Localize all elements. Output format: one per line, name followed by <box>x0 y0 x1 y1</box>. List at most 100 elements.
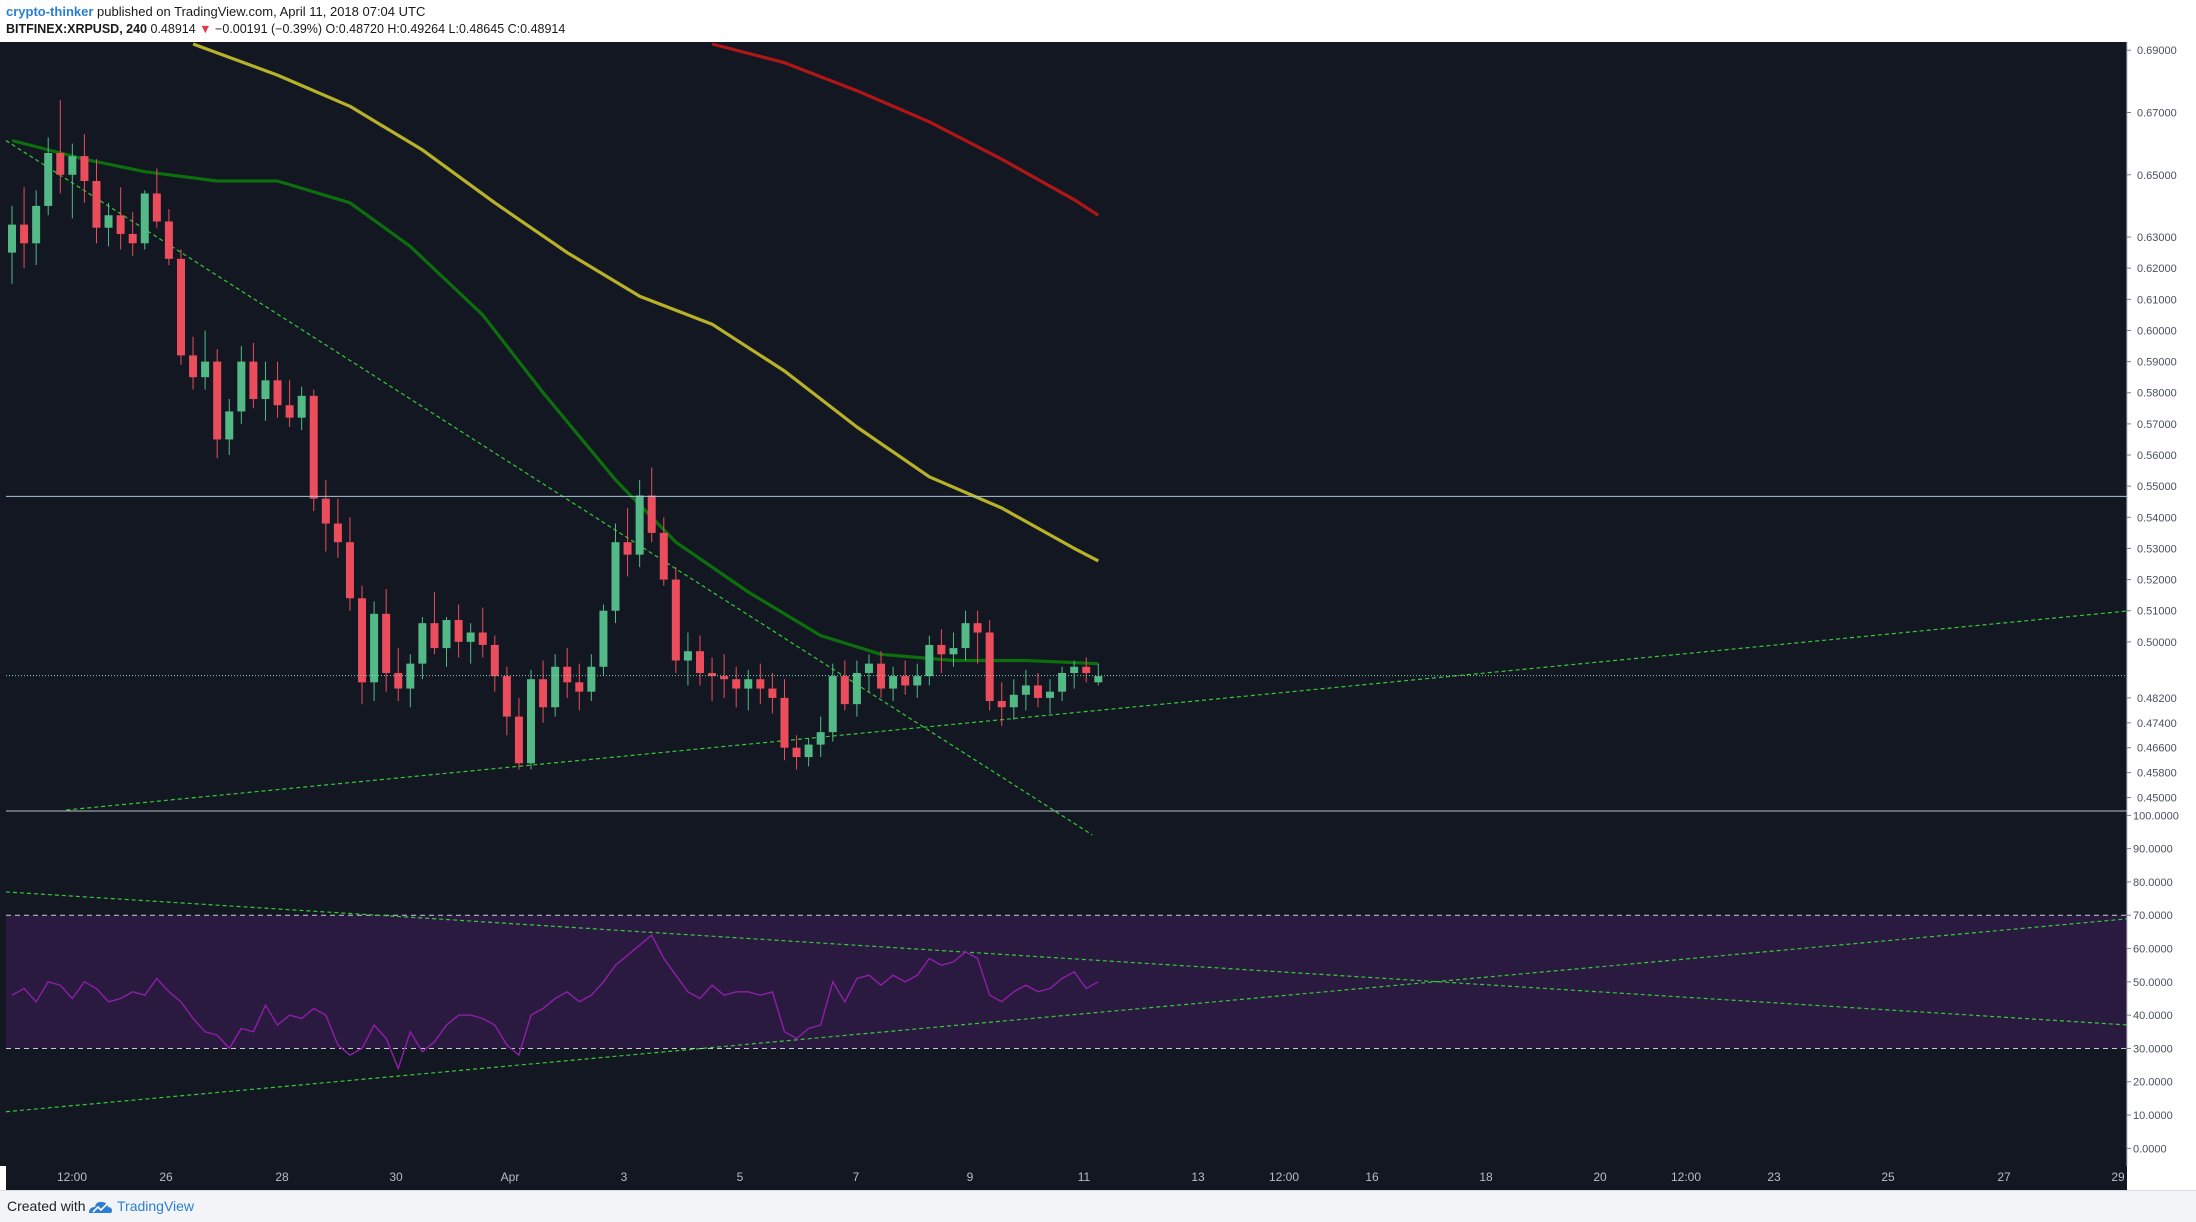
candle-51 <box>623 507 632 577</box>
time-tick-label-7: 7 <box>853 1170 860 1184</box>
candle-72 <box>877 651 886 698</box>
price-chart[interactable]: 0.546730.4891455:27 0.690000.670000.6500… <box>0 42 2196 1190</box>
candle-body-65 <box>792 747 801 758</box>
rsi-band-layer <box>6 914 2127 1049</box>
candle-34 <box>418 616 427 680</box>
price-tick-label-17: 0.48200 <box>2137 693 2177 705</box>
rsi-tick-label-1: 90.0000 <box>2133 844 2173 856</box>
time-tick-label-11: 12:00 <box>1269 1170 1299 1184</box>
candle-body-49 <box>599 610 608 667</box>
candle-90 <box>1094 663 1103 686</box>
candle-66 <box>804 738 813 767</box>
created-with-label: Created with <box>7 1198 86 1214</box>
candle-body-68 <box>828 676 837 733</box>
candle-body-69 <box>840 676 849 705</box>
candle-49 <box>599 604 608 677</box>
candle-47 <box>575 663 584 711</box>
candle-55 <box>671 567 680 673</box>
tradingview-link[interactable]: TradingView <box>117 1198 195 1214</box>
rsi-indicator <box>11 934 1099 1071</box>
candle-body-61 <box>744 679 753 689</box>
price-tick-label-3: 0.63000 <box>2137 232 2177 244</box>
candle-body-9 <box>116 215 125 234</box>
candle-body-53 <box>647 495 656 533</box>
candle-body-75 <box>913 676 922 686</box>
candle-57 <box>695 635 704 686</box>
price-tick-label-16: 0.50000 <box>2137 637 2177 649</box>
candle-33 <box>406 654 415 708</box>
candle-5 <box>68 143 77 219</box>
rsi-tick-label-3: 70.0000 <box>2133 910 2173 922</box>
candle-body-80 <box>973 623 982 633</box>
candle-body-27 <box>333 523 342 543</box>
candle-body-74 <box>901 676 910 686</box>
candle-body-16 <box>201 361 210 378</box>
publish-info: published on TradingView.com, April 11, … <box>93 4 426 19</box>
rsi-tick-label-8: 20.0000 <box>2133 1077 2173 1089</box>
candle-25 <box>309 389 318 512</box>
candle-41 <box>502 666 511 736</box>
tradingview-logo-icon <box>89 1201 112 1213</box>
rsi-tick-label-6: 40.0000 <box>2133 1010 2173 1022</box>
candle-30 <box>370 601 379 702</box>
candle-63 <box>768 672 777 714</box>
trendline-upper-price <box>5 140 1093 836</box>
rsi-tick-label-2: 80.0000 <box>2133 877 2173 889</box>
time-tick-label-8: 9 <box>967 1170 974 1184</box>
candle-body-12 <box>152 193 161 222</box>
rsi-tick-label-9: 10.0000 <box>2133 1110 2173 1122</box>
ma-mid-line <box>192 42 1100 563</box>
time-tick-label-2: 28 <box>275 1170 289 1184</box>
candle-32 <box>394 648 403 702</box>
time-tick-label-18: 27 <box>1997 1170 2011 1184</box>
candle-body-26 <box>321 498 330 524</box>
candle-body-29 <box>358 598 367 683</box>
candle-body-59 <box>720 676 729 680</box>
candle-body-58 <box>708 672 717 677</box>
footer: Created with TradingView <box>0 1190 2196 1222</box>
candle-body-17 <box>213 361 222 440</box>
candle-body-10 <box>128 233 137 244</box>
candle-body-25 <box>309 395 318 499</box>
candle-82 <box>997 682 1006 726</box>
candle-body-67 <box>816 732 825 745</box>
price-tick-label-2: 0.65000 <box>2137 170 2177 182</box>
candle-body-21 <box>261 380 270 399</box>
candle-62 <box>756 663 765 705</box>
candle-18 <box>225 398 234 456</box>
candle-body-90 <box>1094 676 1103 683</box>
candle-81 <box>985 620 994 711</box>
time-tick-label-6: 5 <box>737 1170 744 1184</box>
candle-body-33 <box>406 663 415 689</box>
change-arrow-icon: ▼ <box>199 22 212 36</box>
price-tick-label-11: 0.55000 <box>2137 481 2177 493</box>
candle-body-56 <box>683 651 692 661</box>
price-tick-label-10: 0.56000 <box>2137 450 2177 462</box>
ma-fast-line <box>11 138 1099 666</box>
price-tick-label-13: 0.53000 <box>2137 543 2177 555</box>
price-tick-label-20: 0.45800 <box>2137 768 2177 780</box>
candle-17 <box>213 349 222 459</box>
candle-body-55 <box>671 579 680 661</box>
candle-body-76 <box>925 644 934 677</box>
candle-body-41 <box>502 676 511 717</box>
trendline-rsi-lower <box>5 917 2131 1113</box>
rsi-band <box>6 915 2127 1049</box>
candle-body-79 <box>961 623 970 649</box>
candle-body-64 <box>780 697 789 748</box>
candle-body-22 <box>273 380 282 406</box>
time-tick-label-12: 16 <box>1365 1170 1379 1184</box>
candle-body-28 <box>345 542 354 599</box>
candle-body-81 <box>985 632 994 702</box>
candle-body-70 <box>852 672 861 705</box>
price-change: −0.00191 (−0.39%) <box>215 22 323 36</box>
candle-body-37 <box>454 620 463 642</box>
moving-averages <box>11 42 1100 666</box>
candle-body-85 <box>1033 685 1042 698</box>
candle-body-23 <box>285 405 294 418</box>
author-link[interactable]: crypto-thinker <box>6 4 94 19</box>
candle-42 <box>514 697 523 770</box>
candle-84 <box>1021 669 1030 711</box>
candle-28 <box>345 517 354 611</box>
candle-27 <box>333 498 342 558</box>
